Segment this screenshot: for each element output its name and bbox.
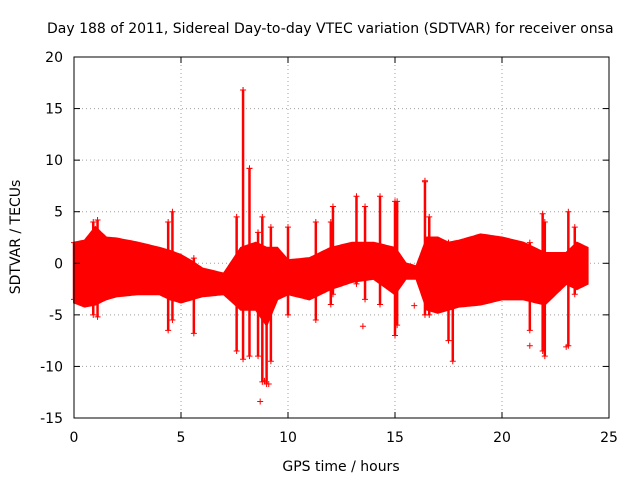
data-point-marker <box>285 224 291 231</box>
data-point-marker <box>539 210 546 217</box>
data-point-marker <box>362 296 369 303</box>
data-point-marker <box>257 398 264 405</box>
plot-frame <box>73 56 610 419</box>
data-point-marker <box>526 327 533 334</box>
data-point-marker <box>394 198 401 205</box>
data-point-marker <box>445 239 452 246</box>
y-tick-label: 15 <box>45 102 63 118</box>
data-point-marker <box>541 353 548 360</box>
data-point-marker <box>449 358 456 365</box>
data-point-marker <box>255 353 262 360</box>
data-point-marker <box>246 165 253 172</box>
data-point-marker <box>327 301 334 308</box>
data-point-marker <box>329 203 336 210</box>
data-point-marker <box>261 377 268 384</box>
y-tick-label: 20 <box>45 50 63 66</box>
data-point-marker <box>190 255 197 262</box>
data-point-marker <box>240 87 247 94</box>
data-point-marker <box>90 311 97 318</box>
x-tick-label: 25 <box>600 430 618 446</box>
data-point-marker <box>267 358 274 365</box>
data-point-marker <box>169 317 176 324</box>
data-point-marker <box>571 224 578 231</box>
data-point-marker <box>90 219 97 226</box>
data-point-marker <box>240 356 247 363</box>
data-point-marker <box>265 380 272 387</box>
data-point-marker <box>449 244 456 251</box>
x-tick-label: 10 <box>279 430 297 446</box>
data-point-marker <box>565 208 572 215</box>
x-tick-label: 20 <box>493 430 511 446</box>
data-point-marker <box>426 311 433 318</box>
data-point-marker <box>94 216 101 223</box>
data-point-marker <box>377 301 384 308</box>
data-point-marker <box>541 219 548 226</box>
y-tick-label: -10 <box>40 359 63 375</box>
y-tick-label: 10 <box>45 153 63 169</box>
data-point-marker <box>362 203 369 210</box>
data-point-marker <box>190 330 197 337</box>
data-point-marker <box>421 177 428 184</box>
data-point-marker <box>165 327 172 334</box>
data-point-marker <box>246 353 253 360</box>
data-point-marker <box>263 260 270 267</box>
data-point-marker <box>94 313 101 320</box>
data-point-marker <box>359 323 366 330</box>
data-point-marker <box>312 219 319 226</box>
data-point-marker <box>571 291 578 298</box>
data-point-marker <box>563 343 570 350</box>
data-point-marker <box>411 302 418 309</box>
data-point-marker <box>445 337 452 344</box>
x-tick-label: 15 <box>386 430 404 446</box>
data-point-marker <box>353 193 360 200</box>
data-point-marker <box>233 347 240 354</box>
data-point-marker <box>312 317 319 324</box>
y-tick-label: -5 <box>49 308 63 324</box>
data-point-marker <box>394 322 401 329</box>
x-tick-label: 5 <box>177 430 186 446</box>
y-tick-label: 5 <box>54 205 63 221</box>
y-tick-label: 0 <box>54 256 63 272</box>
x-tick-label: 0 <box>70 430 79 446</box>
chart-title: Day 188 of 2011, Sidereal Day-to-day VTE… <box>47 21 614 37</box>
data-point-marker <box>165 219 172 226</box>
data-point-marker <box>392 332 398 339</box>
data-point-marker <box>526 239 533 246</box>
data-point-marker <box>426 213 433 220</box>
axis-ticks: 0 5 10 15 20 25 -15 -10 -5 0 5 10 15 20 <box>40 50 618 446</box>
data-point-marker <box>285 311 291 318</box>
data-point-marker <box>267 224 274 231</box>
data-point-marker <box>233 213 240 220</box>
grid <box>74 57 609 418</box>
data-point-marker <box>259 213 266 220</box>
data-point-marker <box>353 280 360 287</box>
data-point-marker <box>255 229 262 236</box>
data-point-marker <box>377 193 384 200</box>
y-axis-title: SDTVAR / TECUs <box>8 180 24 295</box>
x-axis-title: GPS time / hours <box>282 459 399 475</box>
data-point-marker <box>169 208 176 215</box>
data-point-marker <box>526 342 533 349</box>
data-point-marker <box>329 291 336 298</box>
data-layer <box>71 87 589 405</box>
y-tick-label: -15 <box>40 411 63 427</box>
